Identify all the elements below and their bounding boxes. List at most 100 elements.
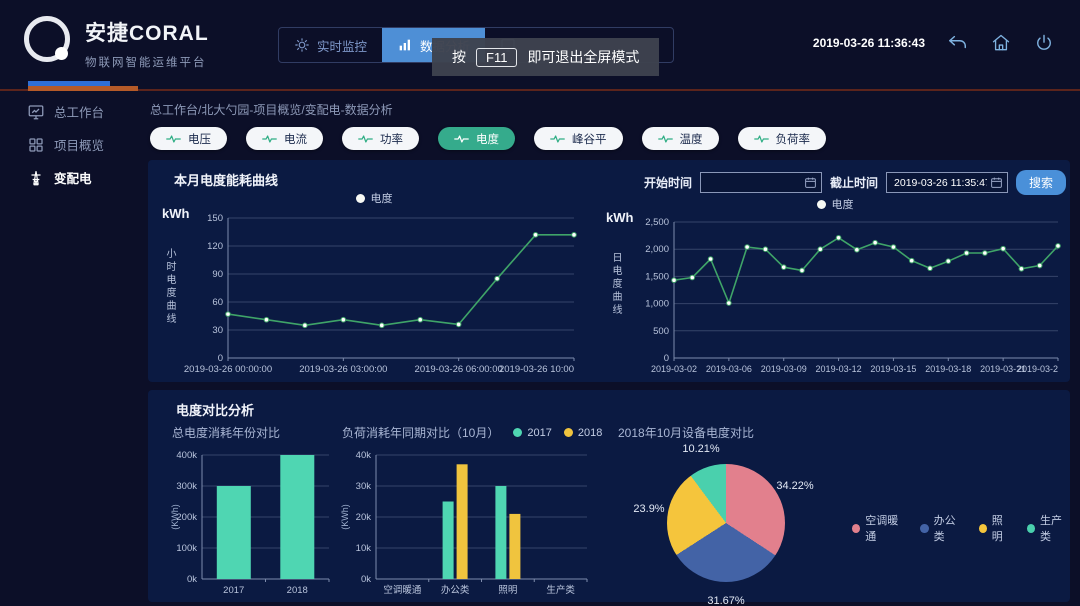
calendar-icon[interactable]	[804, 176, 817, 189]
header-actions: 2019-03-26 11:36:43	[813, 33, 1054, 53]
comparison-panel: 电度对比分析 总电度消耗年份对比 0k 100k 200k 300k 400k (KWh)…	[148, 390, 1070, 606]
workbench-monitor-icon	[27, 103, 45, 121]
comparison-charts-row: 总电度消耗年份对比 0k 100k 200k 300k 400k (KWh) 2017 201…	[170, 424, 1070, 606]
legend-dot	[920, 523, 929, 533]
legend-label: 电度	[370, 193, 393, 205]
svg-text:60: 60	[212, 297, 223, 308]
svg-text:300k: 300k	[176, 481, 197, 492]
daily-line-chart: 0 500 1,000 1,500 2,000 2,500 2019-03-02 2019-0…	[645, 217, 1061, 374]
start-time-input[interactable]	[701, 173, 822, 193]
tab-peak-valley[interactable]: 峰谷平	[534, 127, 623, 150]
pie-legend: 空调暖通 办公类 照明 生产类	[852, 512, 1070, 544]
svg-text:2019-03-18: 2019-03-18	[925, 364, 971, 374]
svg-text:150: 150	[207, 213, 223, 224]
tab-current[interactable]: 电流	[246, 127, 323, 150]
svg-text:0k: 0k	[187, 574, 197, 585]
svg-text:0: 0	[664, 353, 669, 364]
svg-text:(KWh): (KWh)	[170, 504, 180, 530]
hourly-chart-legend[interactable]: 电度	[148, 190, 600, 206]
tab-energy[interactable]: 电度	[438, 127, 515, 150]
device-pie-chart	[667, 464, 785, 582]
svg-text:500: 500	[653, 326, 669, 337]
back-icon[interactable]	[948, 33, 968, 53]
tab-load-rate[interactable]: 负荷率	[737, 127, 826, 150]
pie-block: 2018年10月设备电度对比 空调暖通 办公类 照明 生产类 34.22% 31.67%…	[612, 424, 1070, 606]
end-time-input[interactable]	[887, 173, 1008, 193]
tab-label: 电压	[188, 133, 211, 146]
pie-slice-label-照明: 23.9%	[633, 503, 665, 515]
legend-label: 2018	[577, 426, 603, 439]
hourly-line-chart: 0 30 60 90 120 150 2019-03-26 00:00:00 2019-03-…	[184, 213, 577, 375]
svg-text:2019-03-09: 2019-03-09	[761, 364, 807, 374]
line-charts-panel: 本月电度能耗曲线 电度 kWh 小时电度曲线 0 30 60 90 120 150 2019…	[148, 160, 1070, 382]
pulse-icon	[166, 134, 181, 144]
svg-text:0k: 0k	[361, 574, 371, 585]
load-bar-chart: 0k 10k 20k 30k 40k (KWh) 空调暖通 办公类 照明 生产类	[340, 450, 588, 596]
pie-slice-label-办公类: 31.67%	[707, 595, 745, 606]
tab-temperature[interactable]: 温度	[641, 127, 719, 150]
power-icon[interactable]	[1034, 33, 1054, 53]
year-bar-block: 总电度消耗年份对比 0k 100k 200k 300k 400k (KWh) 2017 201…	[170, 424, 342, 606]
load-bar-block: 负荷消耗年同期对比（10月） 2017 2018 0k 10k 20k 30k 40k (K…	[340, 424, 612, 606]
sidebar: 总工作台项目概览变配电	[0, 95, 145, 194]
tab-label: 电度	[476, 133, 499, 146]
app-title: 安捷CORAL	[85, 22, 209, 45]
tab-label: 电流	[284, 133, 307, 146]
svg-text:2019-03-21: 2019-03-21	[980, 364, 1026, 374]
legend-item-空调暖通[interactable]: 空调暖通	[852, 512, 905, 544]
sidebar-item-workbench[interactable]: 总工作台	[0, 95, 145, 128]
svg-text:2019-03-02: 2019-03-02	[651, 364, 697, 374]
sidebar-item-power-distribution[interactable]: 变配电	[0, 161, 145, 194]
tab-voltage[interactable]: 电压	[150, 127, 227, 150]
logo: 安捷CORAL 物联网智能运维平台	[24, 13, 209, 70]
daily-y-unit: kWh	[606, 210, 634, 225]
svg-text:120: 120	[207, 241, 223, 252]
calendar-icon[interactable]	[990, 176, 1003, 189]
svg-text:2019-03-06: 2019-03-06	[706, 364, 752, 374]
legend-dot	[852, 523, 861, 533]
svg-text:10k: 10k	[356, 543, 372, 554]
metric-tabs: 电压 电流 功率 电度 峰谷平 温度 负荷率	[150, 127, 1070, 150]
pie-title: 2018年10月设备电度对比	[618, 426, 755, 440]
svg-text:30: 30	[212, 325, 223, 336]
end-time-input-wrap[interactable]	[886, 172, 1009, 193]
svg-text:1,500: 1,500	[645, 271, 669, 282]
pie-zone: 空调暖通 办公类 照明 生产类 34.22% 31.67% 23.9% 10.21%	[612, 441, 1070, 606]
nav-realtime-monitor[interactable]: 实时监控	[279, 28, 382, 62]
sidebar-item-projects[interactable]: 项目概览	[0, 128, 145, 161]
legend-item-照明[interactable]: 照明	[978, 512, 1012, 544]
load-bar-header: 负荷消耗年同期对比（10月） 2017 2018	[342, 424, 612, 441]
pulse-icon	[358, 134, 373, 144]
legend-item-生产类[interactable]: 生产类	[1026, 512, 1070, 544]
legend-item-2018[interactable]: 2018	[563, 426, 603, 439]
legend-label: 2017	[527, 426, 552, 439]
svg-text:生产类: 生产类	[546, 584, 575, 596]
sidebar-item-label: 总工作台	[54, 106, 105, 120]
tab-label: 峰谷平	[572, 133, 607, 146]
svg-text:2019-03-15: 2019-03-15	[870, 364, 916, 374]
svg-text:1,000: 1,000	[645, 299, 669, 310]
hourly-axis-label: 小时电度曲线	[164, 248, 175, 326]
svg-text:2,000: 2,000	[645, 244, 669, 255]
bar-chart-icon	[397, 37, 413, 53]
home-icon[interactable]	[991, 33, 1011, 53]
legend-item-2017[interactable]: 2017	[513, 426, 552, 439]
legend-dot	[355, 193, 365, 203]
svg-text:(KWh): (KWh)	[340, 504, 350, 530]
legend-item-办公类[interactable]: 办公类	[920, 512, 963, 544]
search-button[interactable]: 搜索	[1016, 170, 1067, 195]
sidebar-item-label: 变配电	[54, 172, 92, 186]
nav-label: 实时监控	[317, 39, 368, 54]
date-controls: 开始时间 截止时间 搜索	[644, 170, 1067, 195]
tab-power[interactable]: 功率	[342, 127, 419, 150]
legend-dot	[1026, 523, 1035, 533]
start-time-input-wrap[interactable]	[700, 172, 823, 193]
daily-chart-legend[interactable]: 电度	[600, 196, 1070, 212]
accent-bar-orange	[28, 86, 138, 91]
legend-label: 空调暖通	[865, 515, 899, 543]
f11-key: F11	[476, 47, 518, 67]
pulse-icon	[550, 134, 565, 144]
legend-label: 照明	[991, 515, 1003, 543]
pulse-icon	[753, 134, 769, 144]
